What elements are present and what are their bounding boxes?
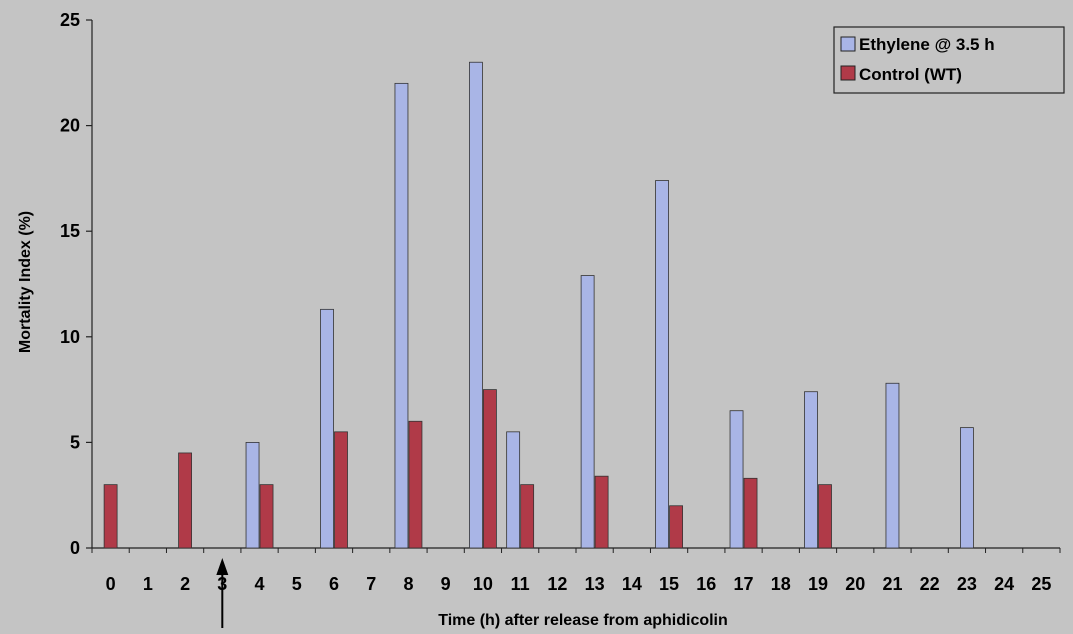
legend-swatch-control (840, 65, 856, 81)
y-tick-label: 20 (60, 116, 80, 136)
bar-ethylene (469, 61, 483, 549)
x-tick-label: 10 (473, 574, 493, 594)
x-tick-label: 8 (403, 574, 413, 594)
bar-control (259, 484, 274, 549)
y-tick-label: 10 (60, 327, 80, 347)
x-tick-label: 6 (329, 574, 339, 594)
y-tick-label: 5 (70, 432, 80, 452)
x-axis-title: Time (h) after release from aphidicolin (438, 612, 728, 629)
bar-ethylene (245, 441, 260, 549)
x-tick-label: 15 (659, 574, 679, 594)
bar-ethylene (729, 410, 744, 549)
bar-control (594, 475, 609, 549)
x-tick-label: 11 (511, 574, 530, 594)
x-tick-label: 12 (547, 574, 567, 594)
x-tick-label: 19 (808, 574, 828, 594)
bar-ethylene (580, 275, 595, 549)
legend: Ethylene @ 3.5 h Control (WT) (833, 26, 1065, 94)
legend-box (833, 26, 1065, 94)
bar-control (103, 484, 118, 549)
y-tick-label: 25 (60, 10, 80, 30)
x-tick-label: 7 (366, 574, 376, 594)
x-tick-label: 4 (255, 574, 265, 594)
axes (86, 19, 1061, 553)
arrow-head (216, 558, 229, 575)
bar-control (483, 389, 497, 549)
legend-label-control: Control (WT) (859, 65, 962, 84)
x-tick-labels: 0123456789101112131415161718192021222324… (106, 574, 1052, 594)
y-axis-title: Mortality Index (%) (17, 211, 34, 353)
x-tick-label: 14 (622, 574, 642, 594)
bar-ethylene (394, 82, 409, 549)
x-tick-label: 22 (920, 574, 940, 594)
x-tick-label: 23 (957, 574, 977, 594)
bar-ethylene (804, 391, 818, 549)
bar-ethylene (506, 431, 521, 549)
bars (103, 61, 974, 549)
y-tick-label: 15 (60, 221, 80, 241)
bar-control (520, 484, 535, 549)
x-tick-label: 17 (734, 574, 754, 594)
bar-ethylene (655, 180, 669, 549)
x-tick-label: 24 (994, 574, 1014, 594)
x-tick-label: 1 (143, 574, 153, 594)
bar-ethylene (960, 427, 974, 549)
bar-ethylene (320, 308, 334, 549)
legend-label-ethylene: Ethylene @ 3.5 h (859, 35, 995, 54)
bar-control (334, 431, 348, 549)
x-tick-label: 5 (292, 574, 302, 594)
bar-control (669, 505, 683, 549)
x-tick-label: 25 (1031, 574, 1051, 594)
x-tick-label: 20 (845, 574, 865, 594)
x-tick-label: 0 (106, 574, 116, 594)
bar-ethylene (885, 382, 900, 549)
bar-control (178, 452, 192, 549)
x-tick-label: 2 (180, 574, 190, 594)
x-tick-label: 9 (441, 574, 451, 594)
x-tick-label: 16 (696, 574, 716, 594)
bar-control (743, 477, 758, 549)
x-tick-label: 13 (585, 574, 605, 594)
x-tick-label: 21 (882, 574, 902, 594)
legend-swatch-ethylene (840, 36, 856, 52)
x-tick-label: 18 (771, 574, 791, 594)
bar-control (408, 420, 423, 549)
y-tick-label: 0 (70, 538, 80, 558)
release-arrow (216, 558, 229, 628)
y-tick-labels: 0 5 10 15 20 25 (60, 10, 80, 558)
bar-control (818, 484, 832, 549)
